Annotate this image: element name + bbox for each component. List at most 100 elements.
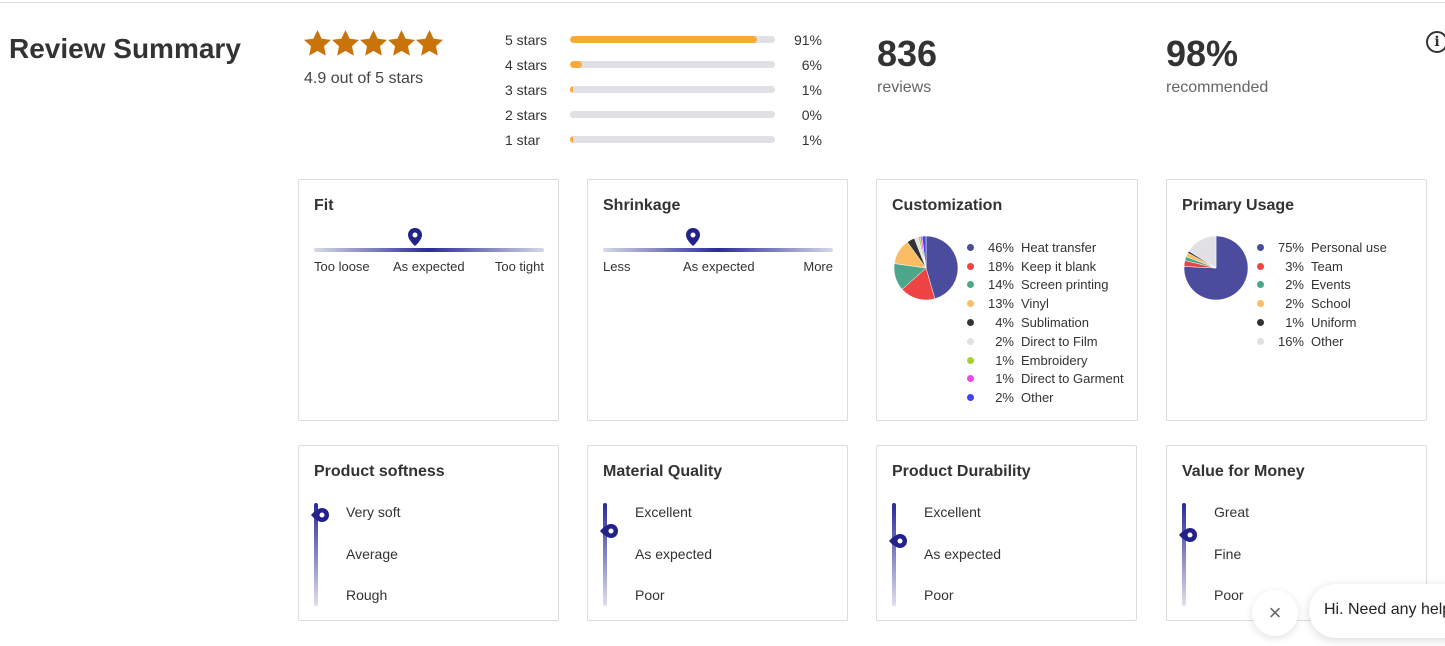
legend-item: 4% Sublimation <box>967 313 1124 332</box>
rating-row-label: 3 stars <box>505 82 548 98</box>
rating-bar <box>570 61 775 68</box>
pie-slice <box>1188 235 1217 269</box>
legend-dot <box>967 243 974 251</box>
product-softness-scale <box>314 503 318 606</box>
legend-label: Uniform <box>1311 315 1357 331</box>
card-title: Material Quality <box>603 463 723 480</box>
legend-dot <box>967 319 974 327</box>
legend-label: Embroidery <box>1021 352 1088 368</box>
scale-label-max: More <box>803 259 833 274</box>
scale-label-max: Too tight <box>494 259 544 274</box>
info-icon[interactable]: i <box>1426 31 1445 53</box>
scale-label-mid: As expected <box>683 259 755 274</box>
legend-item: 2% Other <box>967 388 1124 407</box>
material-quality-scale <box>603 503 607 606</box>
product-durability-scale <box>892 503 896 606</box>
legend-percent: 2% <box>995 390 1014 406</box>
rating-row[interactable]: 2 stars 0% <box>505 105 825 125</box>
legend-item: 2% School <box>1257 294 1387 313</box>
pie-slice <box>925 235 959 300</box>
primary-usage-legend: 75% Personal use 3% Team 2% Events 2% School 1% U… <box>1257 238 1387 351</box>
legend-label: School <box>1311 296 1351 312</box>
legend-percent: 14% <box>987 277 1014 293</box>
legend-label: Sublimation <box>1021 315 1089 331</box>
rating-row[interactable]: 1 star 1% <box>505 130 825 150</box>
card-title: Primary Usage <box>1182 197 1295 214</box>
star-icon <box>304 30 331 56</box>
legend-item: 1% Embroidery <box>967 351 1124 370</box>
chat-prompt[interactable]: Hi. Need any help? <box>1309 584 1445 638</box>
legend-percent: 2% <box>995 333 1014 349</box>
scale-label-top: Excellent <box>635 504 692 520</box>
scale-label-bottom: Rough <box>346 587 388 603</box>
review-count-label: reviews <box>877 79 932 96</box>
map-pin-icon <box>889 533 907 548</box>
legend-dot <box>967 375 974 383</box>
star-icon <box>332 30 359 56</box>
value-for-money-scale <box>1182 503 1186 606</box>
scale-label-bottom: Poor <box>635 587 665 603</box>
scale-label-bottom: Poor <box>1214 587 1244 603</box>
card-title: Fit <box>314 197 334 214</box>
card-title: Product Durability <box>892 463 1031 480</box>
star-icon <box>388 30 415 56</box>
legend-label: Personal use <box>1311 239 1387 255</box>
rating-bar <box>570 111 775 118</box>
shrinkage-card: Shrinkage Less As expected More <box>587 179 848 421</box>
customization-card: Customization 46% Heat transfer 18% Keep it… <box>876 179 1138 421</box>
rating-row-percent: 1% <box>801 82 822 98</box>
legend-percent: 46% <box>987 239 1014 255</box>
rating-row[interactable]: 3 stars 1% <box>505 80 825 100</box>
close-chat-button[interactable]: × <box>1252 590 1298 636</box>
legend-percent: 18% <box>987 258 1014 274</box>
primary-usage-card: Primary Usage 75% Personal use 3% Team 2% Eve… <box>1166 179 1427 421</box>
legend-percent: 13% <box>987 296 1014 312</box>
legend-label: Keep it blank <box>1021 258 1097 274</box>
rating-bar-fill <box>570 136 574 143</box>
legend-label: Other <box>1311 333 1344 349</box>
scale-label-mid: As expected <box>924 546 1002 562</box>
rating-bar <box>570 86 775 93</box>
legend-dot <box>967 394 974 402</box>
rating-bar-fill <box>570 86 574 93</box>
legend-dot <box>1257 337 1264 345</box>
map-pin-icon <box>685 228 700 246</box>
rating-row[interactable]: 5 stars 91% <box>505 30 825 50</box>
legend-item: 46% Heat transfer <box>967 238 1124 257</box>
legend-percent: 1% <box>995 352 1014 368</box>
shrinkage-scale <box>603 248 833 252</box>
legend-dot <box>967 337 974 345</box>
scale-label-min: Less <box>603 259 631 274</box>
rating-row[interactable]: 4 stars 6% <box>505 55 825 75</box>
legend-dot <box>1257 319 1264 327</box>
scale-label-bottom: Poor <box>924 587 954 603</box>
legend-label: Heat transfer <box>1021 239 1097 255</box>
map-pin-icon <box>1179 527 1197 542</box>
legend-item: 2% Events <box>1257 276 1387 295</box>
fit-card: Fit Too loose As expected Too tight <box>298 179 559 421</box>
legend-dot <box>1257 262 1264 270</box>
legend-percent: 3% <box>1285 258 1304 274</box>
legend-item: 1% Uniform <box>1257 313 1387 332</box>
rating-row-percent: 0% <box>801 107 822 123</box>
legend-percent: 2% <box>1285 277 1304 293</box>
card-title: Product softness <box>314 463 445 480</box>
rating-bar-fill <box>570 36 757 43</box>
rating-bar <box>570 136 775 143</box>
scale-label-min: Too loose <box>314 259 370 274</box>
product-durability-card: Product Durability Excellent As expected Po… <box>876 445 1137 621</box>
legend-item: 2% Direct to Film <box>967 332 1124 351</box>
scale-label-mid: As expected <box>635 546 713 562</box>
legend-percent: 1% <box>1285 315 1304 331</box>
page-title: Review Summary <box>9 33 241 64</box>
rating-bar <box>570 36 775 43</box>
star-icon <box>360 30 387 56</box>
rating-row-label: 2 stars <box>505 107 548 123</box>
legend-label: Direct to Garment <box>1021 371 1124 387</box>
legend-item: 14% Screen printing <box>967 276 1124 295</box>
legend-label: Other <box>1021 390 1054 406</box>
rating-row-percent: 1% <box>801 132 822 148</box>
legend-dot <box>967 300 974 308</box>
legend-percent: 1% <box>995 371 1014 387</box>
legend-dot <box>1257 243 1264 251</box>
